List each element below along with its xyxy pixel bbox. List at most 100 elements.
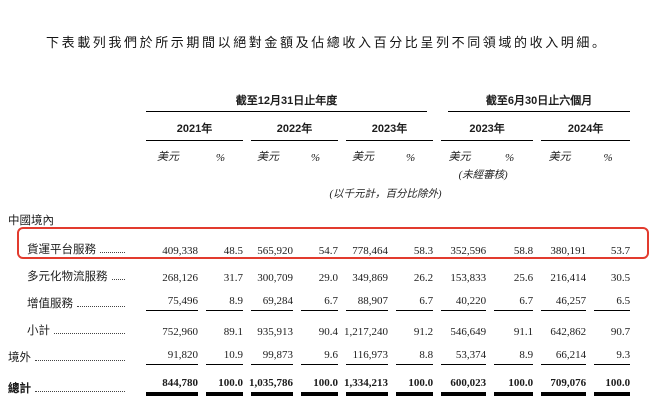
percent-cell: 100.0 (388, 365, 434, 396)
dot-leader (100, 252, 125, 253)
value-cell: 349,869 (352, 272, 388, 284)
value-cell: 409,338 (162, 245, 198, 257)
section-row: 中國境內 (8, 202, 630, 230)
percent-cell: 9.6 (293, 338, 338, 365)
percent-cell: 10.9 (198, 338, 243, 365)
double-rule (301, 392, 338, 396)
value-cell: 844,780 (138, 365, 198, 396)
dot-leader (111, 279, 125, 280)
value-cell: 91,820 (138, 338, 198, 365)
row-label: 貨運平台服務 (27, 244, 96, 256)
value-cell: 75,496 (138, 284, 198, 311)
unit-currency-label: 美元 (352, 151, 374, 163)
group-header-interim: 截至6月30日止六個月 (433, 92, 631, 112)
table-row-diversified-logistics: 多元化物流服務 268,126 31.7 300,709 29.0 349,86… (8, 257, 630, 284)
percent-cell: 30.5 (610, 272, 631, 284)
unit-percent-label: % (504, 152, 515, 164)
group-header-row: 截至12月31日止年度 截至6月30日止六個月 (8, 92, 631, 112)
value-cell: 1,334,213 (338, 365, 388, 396)
value-cell: 40,220 (433, 284, 487, 311)
unit-currency-label: 美元 (257, 151, 279, 163)
percent-cell: 58.8 (513, 245, 534, 257)
dot-leader (35, 391, 125, 392)
value-cell: 546,649 (450, 326, 487, 338)
unit-percent-label: % (405, 152, 416, 164)
double-rule (541, 392, 587, 396)
percent-cell: 100.0 (486, 365, 534, 396)
percent-cell: 100.0 (293, 365, 338, 396)
unaudited-note: (未經審核) (458, 170, 508, 181)
row-label: 多元化物流服務 (27, 271, 108, 283)
percent-cell: 91.2 (413, 326, 434, 338)
percent-cell: 100.0 (198, 365, 243, 396)
thousands-note-row: (以千元計，百分比除外) (8, 183, 630, 202)
percent-cell: 25.6 (513, 272, 534, 284)
intro-paragraph: 下表載列我們於所示期間以絕對金額及佔總收入百分比呈列不同領域的收入明細。 (46, 35, 608, 50)
value-cell: 935,913 (257, 326, 293, 338)
section-label: 中國境內 (8, 215, 54, 227)
value-cell: 216,414 (550, 272, 587, 284)
value-cell: 642,862 (550, 326, 587, 338)
value-cell: 69,284 (243, 284, 293, 311)
table-row-subtotal: 小計 752,960 89.1 935,913 90.4 1,217,240 9… (8, 311, 630, 338)
percent-cell: 29.0 (318, 272, 338, 284)
percent-cell: 54.7 (318, 245, 338, 257)
year-header-2024-interim: 2024年 (533, 112, 631, 141)
double-rule (346, 392, 388, 396)
value-cell: 53,374 (433, 338, 487, 365)
value-cell: 46,257 (533, 284, 587, 311)
table-row-freight-platform: 貨運平台服務 409,338 48.5 565,920 54.7 778,464… (8, 230, 630, 257)
dot-leader (35, 360, 125, 361)
double-rule (441, 392, 487, 396)
double-rule (396, 392, 434, 396)
value-cell: 1,217,240 (344, 326, 388, 338)
percent-cell: 100.0 (586, 365, 631, 396)
percent-cell: 6.7 (486, 284, 534, 311)
percent-cell: 9.3 (586, 338, 631, 365)
year-header-2021: 2021年 (138, 112, 243, 141)
percent-cell: 8.9 (198, 284, 243, 311)
percent-cell: 91.1 (513, 326, 534, 338)
percent-cell: 48.5 (223, 245, 243, 257)
value-cell: 778,464 (352, 245, 388, 257)
table-row-value-added-services: 增值服務 75,496 8.9 69,284 6.7 88,907 6.7 40… (8, 284, 631, 311)
value-cell: 66,214 (533, 338, 587, 365)
percent-cell: 89.1 (223, 326, 243, 338)
row-label: 境外 (8, 352, 31, 364)
unaudited-note-row: (未經審核) (8, 164, 630, 183)
double-rule (594, 392, 631, 396)
year-header-2023-interim: 2023年 (433, 112, 534, 141)
unit-percent-label: % (603, 152, 613, 164)
thousands-note: (以千元計，百分比除外) (329, 189, 442, 200)
year-header-2023: 2023年 (338, 112, 434, 141)
value-cell: 153,833 (450, 272, 487, 284)
unit-percent-label: % (310, 152, 321, 164)
value-cell: 752,960 (162, 326, 198, 338)
unit-currency-label: 美元 (157, 151, 179, 163)
double-rule (494, 392, 534, 396)
year-header-row: 2021年 2022年 2023年 2023年 2024年 (8, 112, 631, 141)
value-cell: 99,873 (243, 338, 293, 365)
unit-currency-label: 美元 (448, 151, 471, 163)
percent-cell: 31.7 (223, 272, 243, 284)
percent-cell: 26.2 (413, 272, 434, 284)
value-cell: 88,907 (338, 284, 388, 311)
row-label: 小計 (27, 325, 50, 337)
table-container: 截至12月31日止年度 截至6月30日止六個月 2021年 2022年 2023… (8, 92, 658, 396)
table-row-overseas: 境外 91,820 10.9 99,873 9.6 116,973 8.8 53… (8, 338, 631, 365)
value-cell: 268,126 (162, 272, 198, 284)
percent-cell: 6.7 (293, 284, 338, 311)
revenue-table: 截至12月31日止年度 截至6月30日止六個月 2021年 2022年 2023… (8, 92, 631, 396)
dot-leader (77, 306, 125, 307)
value-cell: 116,973 (338, 338, 388, 365)
table-row-total: 總計 844,780 100.0 1,035,786 100.0 1,334,2… (8, 365, 631, 396)
row-label: 增值服務 (27, 298, 73, 310)
value-cell: 709,076 (533, 365, 587, 396)
percent-cell: 8.8 (388, 338, 434, 365)
value-cell: 1,035,786 (243, 365, 293, 396)
row-label: 總計 (8, 383, 31, 395)
value-cell: 565,920 (257, 245, 293, 257)
value-cell: 600,023 (433, 365, 487, 396)
percent-cell: 8.9 (486, 338, 534, 365)
